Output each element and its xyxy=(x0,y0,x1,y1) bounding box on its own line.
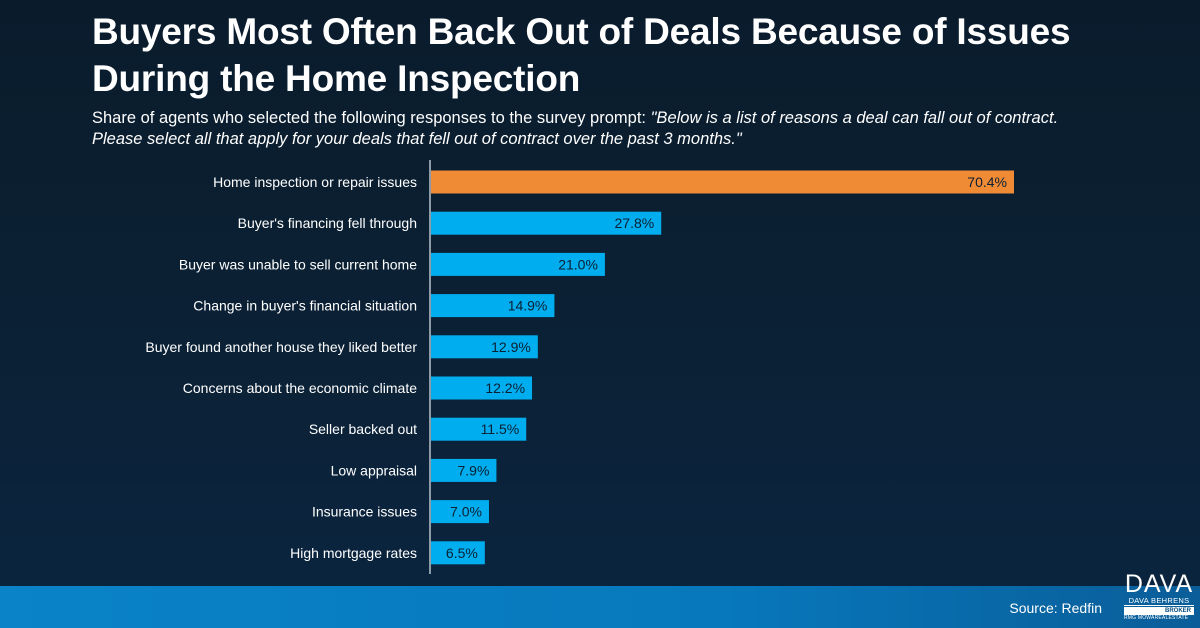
chart-title: Buyers Most Often Back Out of Deals Beca… xyxy=(92,11,1071,99)
value-label: 21.0% xyxy=(558,256,598,272)
logo-tagline: RMG MOWAREALESTATE xyxy=(1124,615,1189,621)
value-label: 6.5% xyxy=(446,545,478,561)
footer-band xyxy=(0,586,1200,628)
logo-name: DAVA BEHRENS xyxy=(1124,596,1194,606)
bar xyxy=(431,170,1014,194)
category-label: Concerns about the economic climate xyxy=(183,380,417,396)
value-label: 27.8% xyxy=(615,215,655,231)
bar xyxy=(431,335,538,359)
value-label: 70.4% xyxy=(967,174,1007,190)
value-label: 7.9% xyxy=(458,462,490,478)
bar xyxy=(431,417,527,441)
value-label: 14.9% xyxy=(508,298,548,314)
value-label: 7.0% xyxy=(450,504,482,520)
value-label: 11.5% xyxy=(481,421,520,437)
bar xyxy=(431,211,662,235)
chart-subtitle: Share of agents who selected the followi… xyxy=(92,108,1092,150)
brand-logo: DAVA DAVA BEHRENS BROKER RMG MOWAREALEST… xyxy=(1124,572,1194,622)
subtitle-quote: "Below is a list of reasons a deal can f… xyxy=(92,109,1059,148)
bar xyxy=(431,458,497,482)
logo-role: BROKER xyxy=(1124,607,1194,615)
category-label: Buyer found another house they liked bet… xyxy=(145,339,417,355)
category-label: Low appraisal xyxy=(331,462,417,478)
subtitle-text: Share of agents who selected the followi… xyxy=(92,109,651,127)
category-label: High mortgage rates xyxy=(290,545,417,561)
bar xyxy=(431,252,605,276)
value-label: 12.2% xyxy=(485,380,525,396)
logo-mark: DAVA xyxy=(1124,570,1194,598)
bar xyxy=(431,376,533,400)
value-label: 12.9% xyxy=(491,339,531,355)
category-label: Home inspection or repair issues xyxy=(213,174,417,190)
category-label: Buyer was unable to sell current home xyxy=(179,256,417,272)
bar xyxy=(431,541,485,565)
source-note: Source: Redfin xyxy=(1009,600,1102,616)
bar xyxy=(431,294,555,318)
category-label: Seller backed out xyxy=(309,421,417,437)
category-label: Insurance issues xyxy=(312,504,417,520)
bar-chart: Home inspection or repair issues 70.4% Buy… xyxy=(145,160,1014,574)
category-label: Buyer's financing fell through xyxy=(238,215,417,231)
bar xyxy=(431,500,489,524)
category-label: Change in buyer's financial situation xyxy=(193,298,417,314)
